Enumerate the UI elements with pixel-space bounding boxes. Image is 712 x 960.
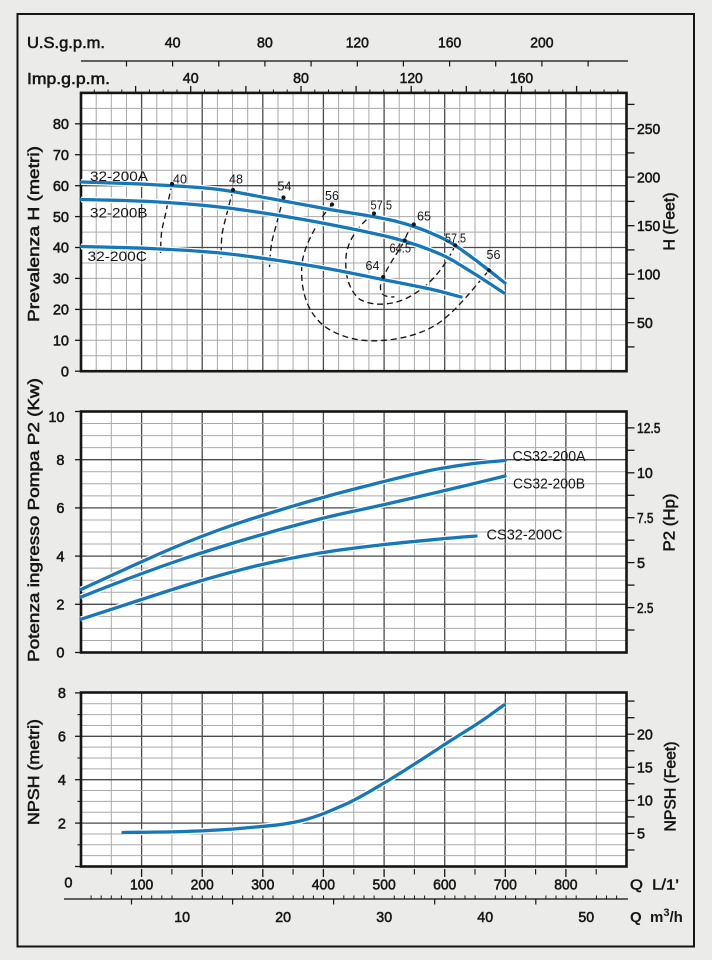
svg-text:250: 250 [637,122,660,138]
svg-text:20: 20 [53,303,69,319]
svg-text:50: 50 [637,316,653,332]
svg-text:57.5: 57.5 [445,232,466,246]
svg-text:54: 54 [278,180,292,194]
svg-text:6: 6 [58,730,66,746]
svg-text:8: 8 [58,686,66,702]
svg-text:160: 160 [510,71,533,87]
svg-text:4: 4 [56,549,64,565]
svg-text:400: 400 [312,877,335,893]
svg-text:Imp.g.p.m.: Imp.g.p.m. [27,71,110,88]
svg-text:NPSH (Feet): NPSH (Feet) [663,742,680,832]
svg-text:NPSH (metri): NPSH (metri) [26,719,43,825]
svg-text:120: 120 [346,36,369,52]
svg-text:160: 160 [438,36,461,52]
svg-text:2: 2 [58,816,66,832]
svg-text:4: 4 [58,773,66,789]
svg-text:H (Feet): H (Feet) [662,193,679,251]
svg-text:70: 70 [53,148,69,164]
svg-text:700: 700 [494,877,517,893]
svg-text:5: 5 [637,556,645,572]
svg-text:6: 6 [56,501,64,517]
svg-text:48: 48 [229,173,243,187]
svg-text:56: 56 [325,189,339,203]
svg-text:300: 300 [251,877,274,893]
svg-text:500: 500 [373,877,396,893]
svg-text:0: 0 [64,875,72,891]
svg-text:800: 800 [554,877,577,893]
svg-text:10: 10 [53,334,69,350]
svg-text:40: 40 [165,36,181,52]
svg-text:80: 80 [293,71,309,87]
svg-text:120: 120 [400,71,423,87]
svg-text:Q m3/h: Q m3/h [630,907,683,926]
svg-text:10: 10 [637,794,653,810]
svg-text:5: 5 [637,827,645,843]
svg-text:64: 64 [366,259,380,273]
svg-text:Prevalenza H (metri): Prevalenza H (metri) [26,146,43,322]
svg-text:57.5: 57.5 [371,199,393,213]
svg-text:200: 200 [637,170,660,186]
svg-text:CS32-200B: CS32-200B [513,477,585,493]
svg-text:7.5: 7.5 [637,511,654,527]
svg-text:15: 15 [637,761,653,777]
svg-text:2.5: 2.5 [637,601,654,617]
svg-text:10: 10 [174,910,190,926]
svg-text:12.5: 12.5 [637,421,661,437]
svg-text:CS32-200A: CS32-200A [513,449,586,465]
svg-text:2: 2 [56,598,64,614]
svg-text:10: 10 [48,410,64,426]
svg-text:30: 30 [53,272,69,288]
svg-text:200: 200 [191,877,214,893]
svg-text:60: 60 [53,179,69,195]
svg-text:8: 8 [56,453,64,469]
svg-text:20: 20 [637,727,653,743]
svg-text:100: 100 [637,267,660,283]
svg-text:CS32-200C: CS32-200C [487,528,563,544]
svg-text:Potenza ingresso Pompa P2 (Kw): Potenza ingresso Pompa P2 (Kw) [26,378,43,662]
svg-text:10: 10 [637,466,653,482]
svg-text:0: 0 [61,364,69,380]
svg-text:80: 80 [53,117,69,133]
svg-text:40: 40 [183,71,199,87]
svg-text:40: 40 [173,173,187,187]
svg-text:0: 0 [56,646,64,662]
svg-text:50: 50 [578,910,594,926]
svg-text:40: 40 [477,910,493,926]
svg-text:56: 56 [487,248,501,262]
svg-text:20: 20 [275,910,291,926]
svg-text:65: 65 [417,210,431,224]
svg-text:600: 600 [433,877,456,893]
svg-text:50: 50 [53,210,69,226]
svg-text:40: 40 [53,241,69,257]
svg-text:32-200C: 32-200C [88,248,148,264]
svg-text:64.5: 64.5 [390,242,412,256]
svg-text:U.S.g.p.m.: U.S.g.p.m. [27,35,105,52]
svg-text:100: 100 [130,877,153,893]
svg-text:200: 200 [530,36,553,52]
svg-text:32-200A: 32-200A [90,168,149,184]
svg-text:P2 (Hp): P2 (Hp) [662,494,679,552]
svg-text:Q L/1’: Q L/1’ [630,876,679,893]
svg-text:150: 150 [637,219,660,235]
svg-text:80: 80 [257,36,273,52]
svg-text:30: 30 [376,910,392,926]
svg-text:32-200B: 32-200B [90,205,148,221]
